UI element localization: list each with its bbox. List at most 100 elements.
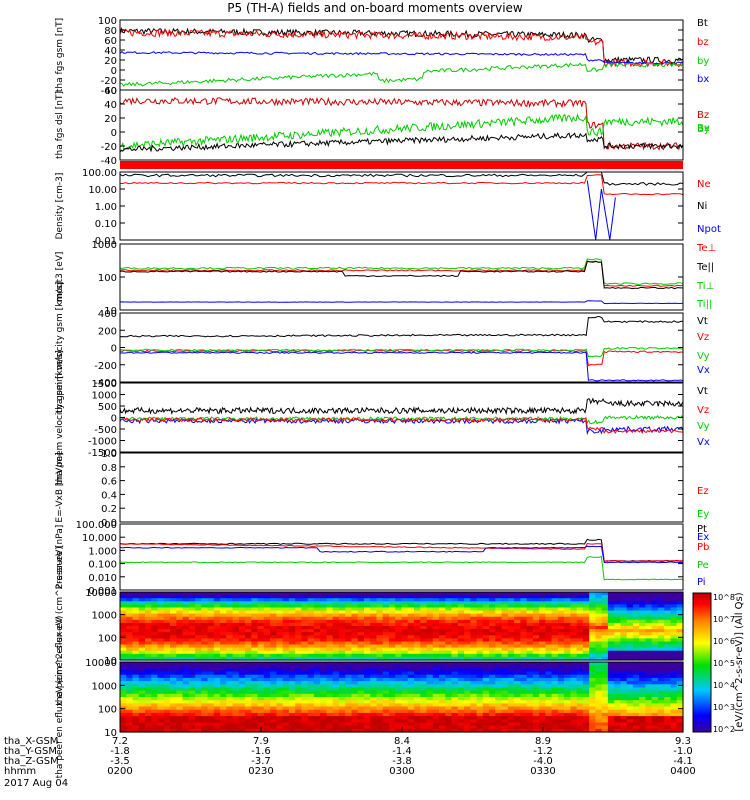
series-bz xyxy=(119,28,684,69)
footer-value: -1.0 xyxy=(673,746,693,757)
y-tick-label: 10.00 xyxy=(88,185,117,196)
series-ti-perp xyxy=(119,300,684,305)
panel-frame xyxy=(119,243,684,311)
y-axis-title: tha fgs dsl [nT] xyxy=(55,91,65,159)
status-stripe xyxy=(120,161,683,169)
legend-label: Vt xyxy=(697,386,708,397)
y-tick-label: 10 xyxy=(104,656,117,667)
y-tick-label: 0.6 xyxy=(101,477,117,488)
y-tick-label: 0.10 xyxy=(95,219,117,230)
series-te-par xyxy=(119,260,683,290)
colorbar-tick-label: 10^7 xyxy=(713,615,735,624)
y-tick-label: -400 xyxy=(94,378,117,389)
colorbar-tick-label: 10^3 xyxy=(713,703,735,712)
colorbar-tick-label: 10^4 xyxy=(713,681,735,690)
footer-row-label: hhmm xyxy=(4,766,36,777)
footer-value: -1.2 xyxy=(533,746,553,757)
y-tick-label: 1000 xyxy=(92,611,117,622)
y-tick-label: -20 xyxy=(101,142,117,153)
panel-frame xyxy=(119,382,684,453)
colorbar-label: [eV/(cm^2-s-sr-eV)] (All Qs) xyxy=(734,592,745,731)
y-tick-label: -40 xyxy=(101,86,117,97)
y-tick-label: -200 xyxy=(94,361,117,372)
footer-value: 9.3 xyxy=(675,736,691,747)
legend-label: Pe xyxy=(697,560,709,571)
series-bx xyxy=(119,50,684,65)
footer-value: -1.4 xyxy=(392,746,412,757)
series-pe xyxy=(120,555,684,581)
legend-label: Vz xyxy=(697,405,709,416)
y-tick-label: -1000 xyxy=(88,437,117,448)
series-bz-dsl xyxy=(119,96,684,151)
series-npot xyxy=(586,180,616,241)
series-pt xyxy=(119,538,684,562)
y-tick-label: 10000 xyxy=(85,658,117,669)
legend-label: Te|| xyxy=(696,262,714,273)
y-tick-label: 1000 xyxy=(92,240,117,251)
legend-label: Bx xyxy=(697,123,710,134)
footer-row-label: tha_Z-GSM xyxy=(4,756,59,767)
y-tick-label: -1500 xyxy=(88,448,117,459)
legend-label: Bt xyxy=(697,18,708,29)
y-axis-title: Density [cm-3] xyxy=(55,173,65,240)
y-tick-label: 100.00 xyxy=(82,168,117,179)
y-tick-label: 0 xyxy=(111,66,117,77)
legend-label: Ex xyxy=(697,532,709,543)
y-tick-label: 100.000 xyxy=(76,520,117,531)
series-ne xyxy=(120,174,684,196)
y-tick-label: 0 xyxy=(111,414,117,425)
legend-label: Ey xyxy=(697,509,709,520)
legend-label: Pb xyxy=(697,542,709,553)
colorbar-tick-label: 10^6 xyxy=(713,637,735,646)
footer-value: 7.2 xyxy=(112,736,128,747)
legend-label: Ez xyxy=(697,486,709,497)
panel-frame xyxy=(119,452,684,523)
y-axis-title: tha peer en eflux eV (cm^2-s-sr-eV) xyxy=(55,616,65,779)
y-tick-label: 10 xyxy=(104,306,117,317)
colorbar-tick-label: 10^5 xyxy=(713,659,735,668)
y-tick-label: 0.100 xyxy=(88,560,117,571)
footer-value: -3.7 xyxy=(251,756,271,767)
y-tick-label: 0 xyxy=(111,128,117,139)
legend-label: Npot xyxy=(697,224,721,235)
series-vx-peem xyxy=(119,417,684,436)
y-tick-label: 1500 xyxy=(92,379,117,390)
series-te-perp xyxy=(119,260,684,287)
series-vt-peim xyxy=(119,316,684,338)
date-label: 2017 Aug 04 xyxy=(4,778,68,789)
footer-value: -1.8 xyxy=(110,746,130,757)
footer-value: 0330 xyxy=(530,766,555,777)
y-tick-label: -500 xyxy=(94,425,117,436)
y-tick-label: 100 xyxy=(98,705,117,716)
page-title: P5 (TH-A) fields and on-board moments ov… xyxy=(227,1,523,15)
y-tick-label: 1.0 xyxy=(101,449,117,460)
y-tick-label: 10000 xyxy=(85,588,117,599)
legend-label: Vx xyxy=(697,437,710,448)
y-tick-label: 0 xyxy=(111,344,117,355)
legend-label: Te⊥ xyxy=(696,243,716,254)
series-by xyxy=(119,62,684,87)
y-axis-title: E=-VxB [mV/m] xyxy=(55,452,65,522)
series-vy-peim xyxy=(119,346,684,358)
footer-row-label: tha_X-GSM xyxy=(4,736,58,747)
panel-frame xyxy=(119,591,684,661)
y-axis-title: tha peir en eflux eV (cm^2-s-sr-eV) xyxy=(55,546,65,706)
y-tick-label: 1.000 xyxy=(88,546,117,557)
y-tick-label: 0.01 xyxy=(95,236,117,247)
y-axis-title: moqt3 [eV] xyxy=(55,252,65,303)
footer-value: 8.4 xyxy=(394,736,410,747)
y-tick-label: 20 xyxy=(104,114,117,125)
legend-label: Pt xyxy=(697,524,707,535)
legend-label: Vt xyxy=(697,316,708,327)
spectrogram-electrons xyxy=(120,662,684,733)
footer-value: -3.5 xyxy=(110,756,130,767)
series-ti-par xyxy=(119,258,684,285)
y-tick-label: 60 xyxy=(104,36,117,47)
legend-label: By xyxy=(697,124,710,135)
y-tick-label: 1000 xyxy=(92,681,117,692)
y-tick-label: 60 xyxy=(104,86,117,97)
panel-frame xyxy=(119,312,684,383)
y-tick-label: 0.2 xyxy=(101,504,117,515)
panel-frame xyxy=(119,19,684,91)
